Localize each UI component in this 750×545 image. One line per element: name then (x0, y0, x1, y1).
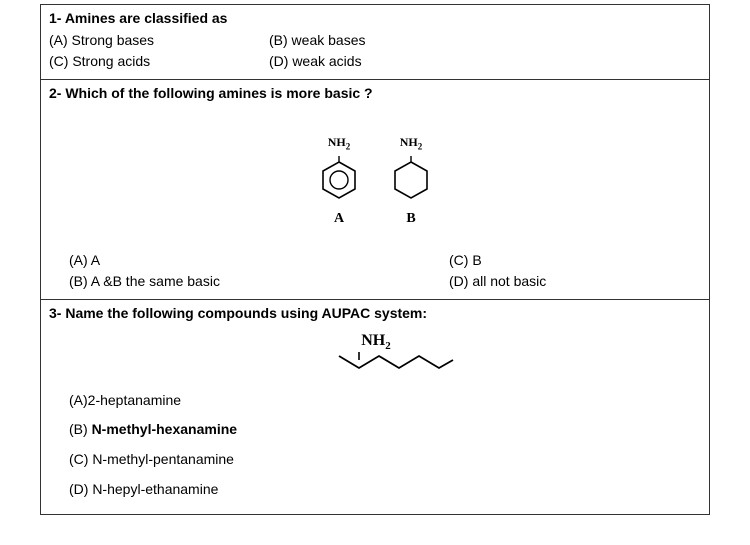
nh2-a-text: NH (328, 135, 346, 149)
q3-optB: (B) N-methyl-hexanamine (69, 419, 701, 441)
q1-title: 1- Amines are classified as (49, 8, 701, 30)
q3-optA: (A)2-heptanamine (69, 390, 701, 412)
q2-optB: (B) A &B the same basic (69, 271, 449, 293)
q1-optD: (D) weak acids (269, 51, 429, 73)
cyclohexane-icon (389, 156, 433, 204)
q2-figure-row: NH2 A NH2 B (49, 133, 701, 230)
q1-row1: (A) Strong bases (B) weak bases (49, 30, 701, 52)
structure-a-label: A (317, 208, 361, 230)
q2-left-col: (A) A (B) A &B the same basic (69, 250, 449, 293)
q2-optD: (D) all not basic (449, 271, 669, 293)
q3-nh2-label: NH2 (361, 329, 391, 355)
q2-optA: (A) A (69, 250, 449, 272)
structure-b: NH2 B (389, 133, 433, 230)
q1-optC: (C) Strong acids (49, 51, 269, 73)
question-2: 2- Which of the following amines is more… (41, 80, 709, 300)
benzene-icon (317, 156, 361, 204)
structure-b-label: B (389, 208, 433, 230)
q2-optC: (C) B (449, 250, 669, 272)
q1-optB: (B) weak bases (269, 30, 429, 52)
nh2-b-sub: 2 (418, 141, 423, 151)
q2-title: 2- Which of the following amines is more… (49, 83, 701, 105)
q3-optB-bold: N-methyl-hexanamine (92, 421, 237, 437)
q3-title: 3- Name the following compounds using AU… (49, 303, 701, 325)
structure-a-nh2: NH2 (317, 133, 361, 154)
q2-options: (A) A (B) A &B the same basic (C) B (D) … (49, 250, 701, 293)
q3-optB-pre: (B) (69, 421, 92, 437)
question-1: 1- Amines are classified as (A) Strong b… (41, 5, 709, 80)
nh2-b-text: NH (400, 135, 418, 149)
q3-optD: (D) N-hepyl-ethanamine (69, 479, 701, 501)
q3-optC: (C) N-methyl-pentanamine (69, 449, 701, 471)
q3-nh2-sub: 2 (385, 340, 391, 352)
q2-right-col: (C) B (D) all not basic (449, 250, 669, 293)
q3-nh2-text: NH (361, 332, 385, 349)
q3-figure: NH2 (49, 329, 701, 380)
q3-options: (A)2-heptanamine (B) N-methyl-hexanamine… (49, 390, 701, 501)
structure-a: NH2 A (317, 133, 361, 230)
q1-row2: (C) Strong acids (D) weak acids (49, 51, 701, 73)
nh2-a-sub: 2 (346, 141, 351, 151)
question-3: 3- Name the following compounds using AU… (41, 300, 709, 514)
chain-structure-icon (325, 352, 455, 380)
quiz-page: 1- Amines are classified as (A) Strong b… (40, 4, 710, 515)
q1-optA: (A) Strong bases (49, 30, 269, 52)
structure-b-nh2: NH2 (389, 133, 433, 154)
